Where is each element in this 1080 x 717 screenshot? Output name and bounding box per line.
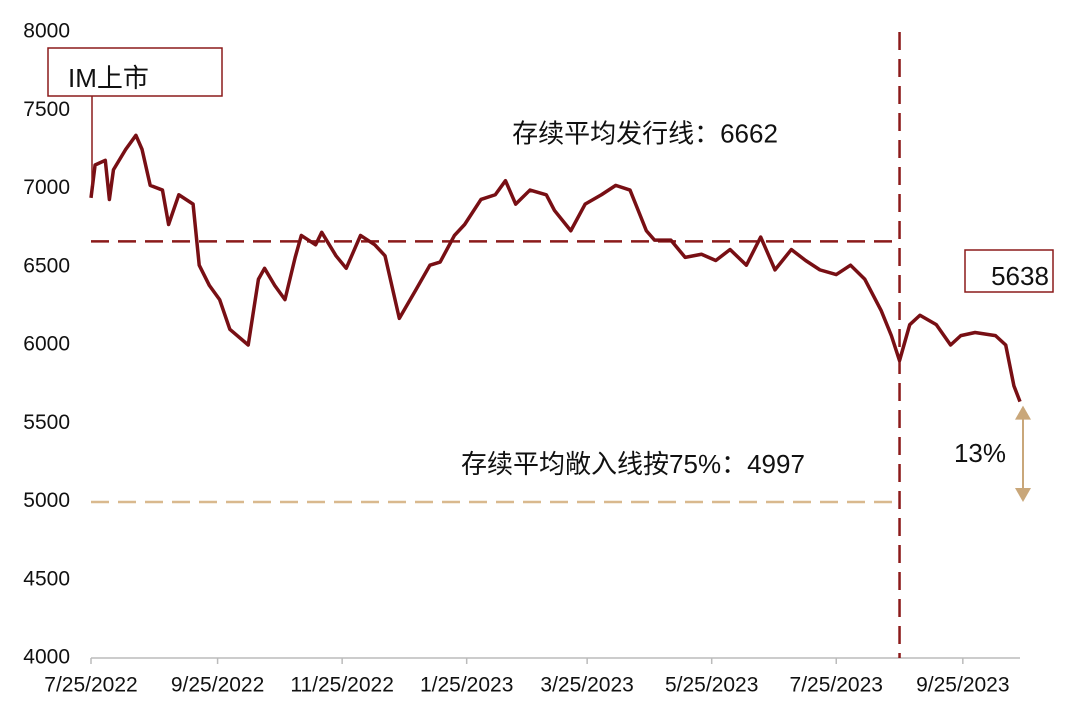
x-tick-label: 7/25/2023	[790, 674, 883, 697]
x-tick-label: 11/25/2022	[290, 674, 394, 697]
reference-label: 存续平均发行线：6662	[512, 118, 778, 148]
y-tick-label: 5000	[23, 489, 70, 512]
price-line	[89, 133, 1022, 403]
x-tick-label: 3/25/2023	[540, 674, 633, 697]
end-label-box	[964, 249, 1054, 293]
y-tick-label: 7000	[23, 176, 70, 199]
change-label: 13%	[954, 438, 1006, 468]
y-tick-label: 6000	[23, 333, 70, 356]
x-tick-label: 5/25/2023	[665, 674, 758, 697]
y-tick-label: 4000	[23, 646, 70, 669]
reference-label: 存续平均敞入线按75%：4997	[461, 449, 805, 479]
x-tick-label: 1/25/2023	[420, 674, 513, 697]
y-tick-label: 7500	[23, 98, 70, 121]
y-tick-label: 8000	[23, 20, 70, 43]
annotation-box	[47, 47, 223, 97]
x-tick-label: 7/25/2022	[44, 674, 137, 697]
y-tick-label: 4500	[23, 567, 70, 590]
annotation-label: IM上市	[68, 63, 149, 93]
y-tick-label: 6500	[23, 254, 70, 277]
arrow-head	[1015, 487, 1031, 502]
y-tick-label: 5500	[23, 411, 70, 434]
x-tick-label: 9/25/2023	[916, 674, 1009, 697]
end-value-label: 5638	[991, 261, 1049, 291]
x-tick-label: 9/25/2022	[171, 674, 264, 697]
arrow-head	[1015, 405, 1031, 420]
